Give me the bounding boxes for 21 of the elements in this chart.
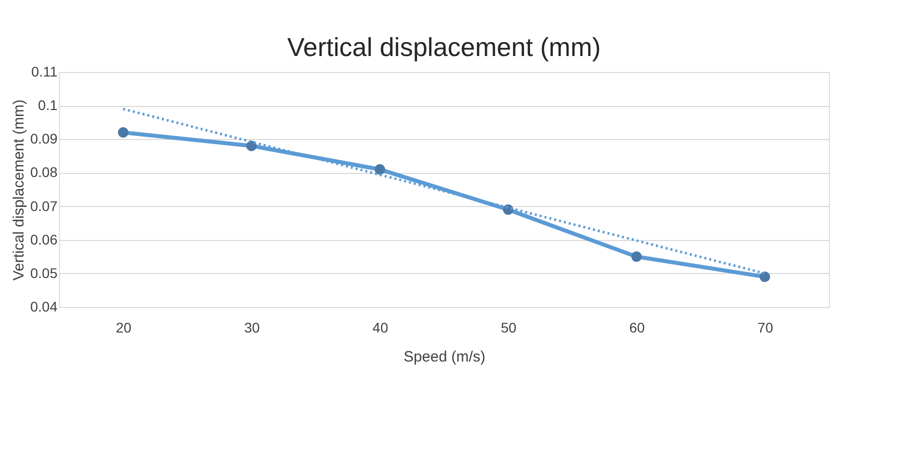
x-tick-label: 30 (244, 320, 260, 336)
y-tick-label: 0.05 (30, 264, 58, 281)
y-tick-label: 0.06 (30, 231, 58, 248)
x-axis-title: Speed (m/s) (404, 348, 486, 366)
chart-title: Vertical displacement (mm) (287, 32, 601, 62)
x-tick-label: 40 (372, 320, 388, 336)
point (374, 164, 386, 175)
x-tick-label: 20 (116, 320, 132, 336)
y-tick-label: 0.1 (38, 97, 58, 114)
x-tick-label: 70 (758, 320, 774, 336)
x-tick-label: 50 (500, 320, 517, 336)
point (118, 127, 128, 138)
y-tick-label: 0.08 (30, 164, 58, 180)
y-tick-label: 0.09 (30, 130, 58, 147)
x-tick-label: 60 (629, 320, 645, 336)
point (760, 272, 770, 282)
y-tick-label: 0.11 (31, 64, 58, 80)
point (631, 251, 642, 262)
y-axis-title: Vertical displacement (mm) (10, 100, 28, 280)
y-tick-label: 0.07 (30, 198, 58, 214)
y-tick-label: 0.04 (30, 298, 58, 314)
